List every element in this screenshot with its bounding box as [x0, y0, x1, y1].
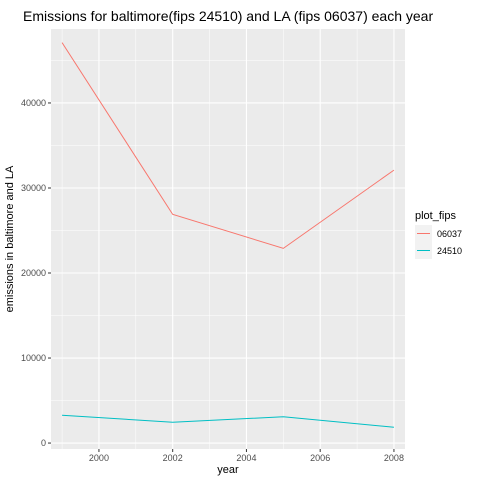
- y-tick-label: 20000: [21, 268, 46, 278]
- y-axis: 0 10000 20000 30000 40000: [21, 98, 51, 448]
- y-tick-label: 0: [41, 438, 46, 448]
- x-tick-label: 2004: [236, 453, 256, 463]
- y-axis-title: emissions in baltimore and LA: [4, 165, 16, 312]
- x-axis: 2000 2002 2004 2006 2008: [89, 449, 404, 463]
- legend-title: plot_fips: [415, 210, 456, 222]
- y-tick-label: 30000: [21, 183, 46, 193]
- chart-title: Emissions for baltimore(fips 24510) and …: [23, 8, 433, 24]
- plot-panel: [51, 29, 405, 449]
- x-tick-label: 2008: [384, 453, 404, 463]
- y-tick-label: 40000: [21, 98, 46, 108]
- legend: plot_fips 06037 24510: [415, 210, 462, 259]
- x-tick-label: 2000: [89, 453, 109, 463]
- series-line-06037: [61, 42, 395, 249]
- legend-label-24510: 24510: [437, 246, 462, 256]
- legend-items: 06037 24510: [415, 225, 462, 259]
- y-tick-label: 10000: [21, 353, 46, 363]
- series-line-24510: [62, 414, 394, 428]
- x-axis-title: year: [217, 464, 239, 476]
- series-lines: [61, 42, 395, 428]
- legend-label-06037: 06037: [437, 229, 462, 239]
- x-tick-label: 2006: [310, 453, 330, 463]
- x-tick-label: 2002: [163, 453, 183, 463]
